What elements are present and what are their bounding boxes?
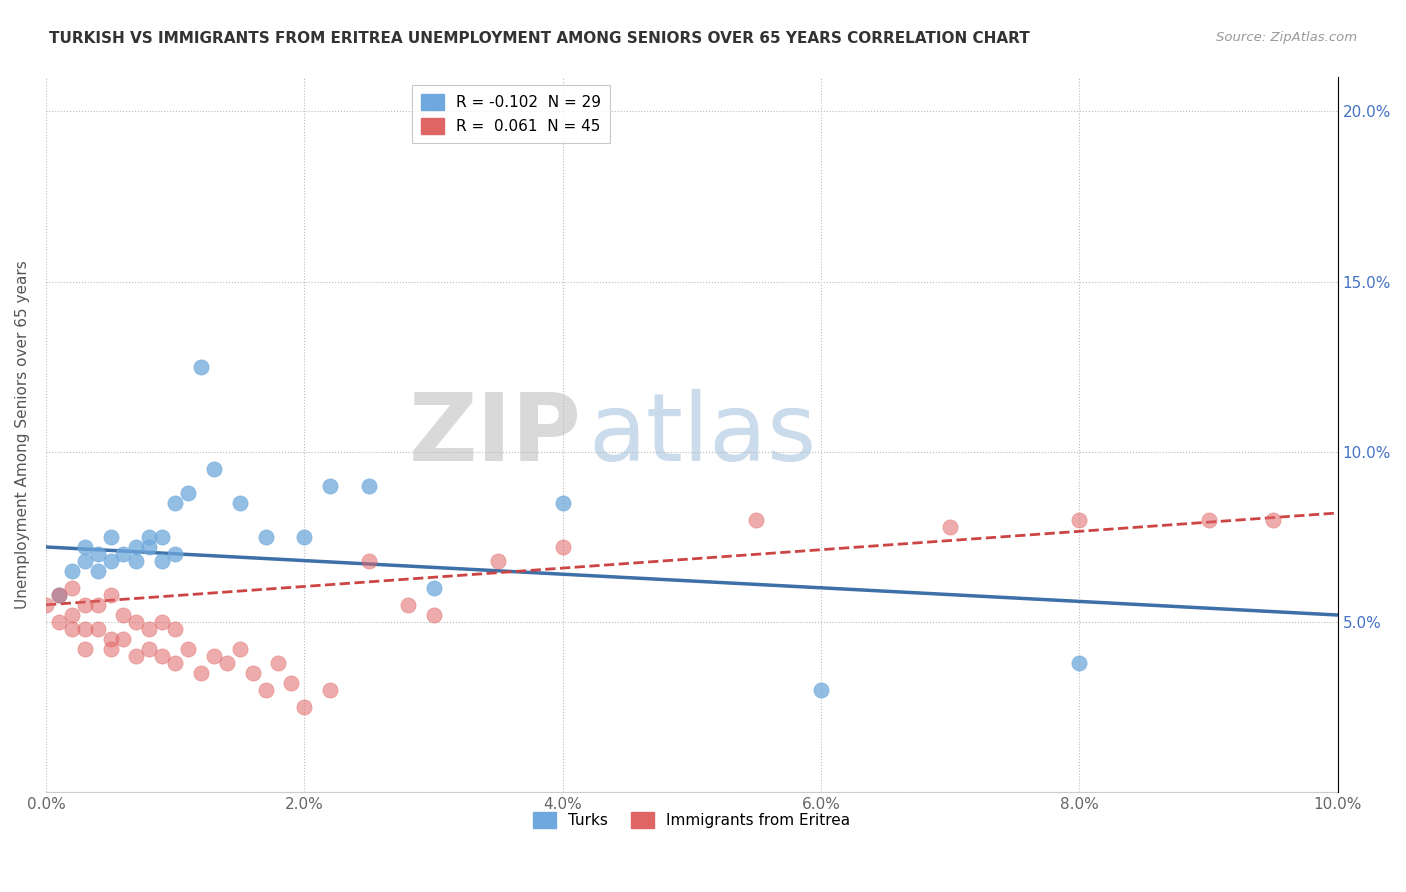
Point	[125, 540, 148, 554]
Point	[254, 530, 277, 544]
Point	[35, 598, 58, 612]
Text: Source: ZipAtlas.com: Source: ZipAtlas.com	[1216, 31, 1357, 45]
Point	[165, 547, 187, 561]
Point	[60, 622, 83, 636]
Point	[138, 642, 160, 657]
Point	[190, 359, 212, 374]
Point	[165, 496, 187, 510]
Point	[745, 513, 768, 527]
Point	[1198, 513, 1220, 527]
Point	[939, 519, 962, 533]
Point	[165, 656, 187, 670]
Point	[60, 564, 83, 578]
Point	[810, 682, 832, 697]
Point	[1069, 656, 1091, 670]
Point	[150, 553, 173, 567]
Point	[86, 598, 108, 612]
Point	[73, 622, 96, 636]
Point	[242, 665, 264, 680]
Point	[202, 648, 225, 663]
Text: ZIP: ZIP	[409, 389, 582, 481]
Point	[73, 598, 96, 612]
Point	[319, 682, 342, 697]
Point	[551, 540, 574, 554]
Point	[60, 581, 83, 595]
Point	[319, 479, 342, 493]
Point	[357, 479, 380, 493]
Point	[396, 598, 419, 612]
Point	[86, 564, 108, 578]
Point	[1263, 513, 1285, 527]
Point	[125, 553, 148, 567]
Point	[551, 496, 574, 510]
Point	[100, 588, 122, 602]
Point	[125, 648, 148, 663]
Point	[215, 656, 238, 670]
Point	[150, 615, 173, 629]
Point	[112, 632, 135, 646]
Point	[190, 665, 212, 680]
Point	[138, 622, 160, 636]
Point	[165, 622, 187, 636]
Point	[177, 485, 200, 500]
Point	[292, 530, 315, 544]
Point	[150, 648, 173, 663]
Point	[138, 530, 160, 544]
Point	[292, 699, 315, 714]
Point	[48, 588, 70, 602]
Point	[100, 530, 122, 544]
Point	[138, 540, 160, 554]
Text: TURKISH VS IMMIGRANTS FROM ERITREA UNEMPLOYMENT AMONG SENIORS OVER 65 YEARS CORR: TURKISH VS IMMIGRANTS FROM ERITREA UNEMP…	[49, 31, 1031, 46]
Legend: Turks, Immigrants from Eritrea: Turks, Immigrants from Eritrea	[527, 806, 856, 834]
Point	[150, 530, 173, 544]
Point	[229, 496, 252, 510]
Point	[1069, 513, 1091, 527]
Point	[125, 615, 148, 629]
Text: atlas: atlas	[589, 389, 817, 481]
Point	[48, 588, 70, 602]
Point	[422, 607, 444, 622]
Point	[100, 553, 122, 567]
Point	[422, 581, 444, 595]
Point	[486, 553, 509, 567]
Point	[86, 622, 108, 636]
Point	[267, 656, 290, 670]
Point	[86, 547, 108, 561]
Point	[229, 642, 252, 657]
Point	[177, 642, 200, 657]
Y-axis label: Unemployment Among Seniors over 65 years: Unemployment Among Seniors over 65 years	[15, 260, 30, 609]
Point	[73, 540, 96, 554]
Point	[100, 642, 122, 657]
Point	[73, 642, 96, 657]
Point	[100, 632, 122, 646]
Point	[280, 676, 302, 690]
Point	[202, 461, 225, 475]
Point	[112, 547, 135, 561]
Point	[254, 682, 277, 697]
Point	[73, 553, 96, 567]
Point	[48, 615, 70, 629]
Point	[60, 607, 83, 622]
Point	[112, 607, 135, 622]
Point	[357, 553, 380, 567]
